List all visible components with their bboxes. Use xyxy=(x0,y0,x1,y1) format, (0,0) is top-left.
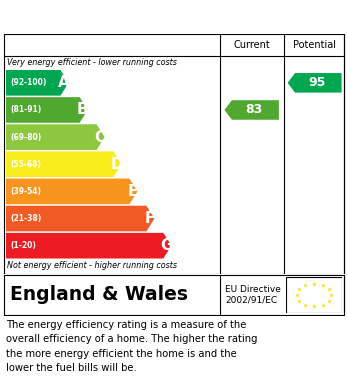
Text: Very energy efficient - lower running costs: Very energy efficient - lower running co… xyxy=(7,58,177,67)
Text: E: E xyxy=(127,184,137,199)
Text: (21-38): (21-38) xyxy=(10,214,41,223)
Text: England & Wales: England & Wales xyxy=(10,285,188,305)
Text: The energy efficiency rating is a measure of the
overall efficiency of a home. T: The energy efficiency rating is a measur… xyxy=(6,320,258,373)
Text: A: A xyxy=(58,75,69,90)
Text: Not energy efficient - higher running costs: Not energy efficient - higher running co… xyxy=(7,261,177,270)
Text: (69-80): (69-80) xyxy=(10,133,41,142)
Text: Energy Efficiency Rating: Energy Efficiency Rating xyxy=(10,9,232,25)
Text: (39-54): (39-54) xyxy=(10,187,41,196)
Polygon shape xyxy=(287,73,342,93)
Text: (55-68): (55-68) xyxy=(10,160,41,169)
Polygon shape xyxy=(6,70,69,96)
Text: C: C xyxy=(94,129,105,145)
Text: Potential: Potential xyxy=(293,40,335,50)
Polygon shape xyxy=(6,206,155,231)
Polygon shape xyxy=(6,233,171,258)
Text: G: G xyxy=(160,238,173,253)
Polygon shape xyxy=(6,179,137,204)
Text: EU Directive
2002/91/EC: EU Directive 2002/91/EC xyxy=(225,285,281,305)
Polygon shape xyxy=(6,124,105,150)
Text: Current: Current xyxy=(234,40,270,50)
Text: 83: 83 xyxy=(245,104,262,117)
Text: (1-20): (1-20) xyxy=(10,241,36,250)
Text: D: D xyxy=(110,157,123,172)
Text: 95: 95 xyxy=(308,76,325,89)
Polygon shape xyxy=(224,100,279,120)
Polygon shape xyxy=(6,151,121,177)
Text: (81-91): (81-91) xyxy=(10,106,41,115)
Text: (92-100): (92-100) xyxy=(10,78,46,87)
Text: B: B xyxy=(77,102,88,117)
Text: F: F xyxy=(144,211,155,226)
Polygon shape xyxy=(6,97,88,123)
